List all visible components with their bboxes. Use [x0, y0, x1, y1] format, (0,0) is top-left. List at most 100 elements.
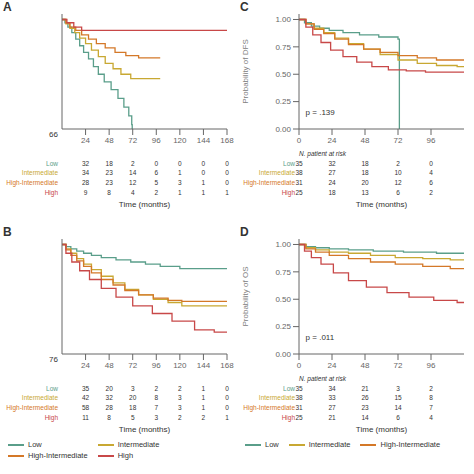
svg-text:0: 0: [225, 385, 229, 392]
svg-text:18: 18: [129, 404, 137, 411]
svg-text:7: 7: [429, 404, 433, 411]
svg-text:4: 4: [131, 189, 135, 196]
svg-text:6: 6: [154, 169, 158, 176]
svg-text:23: 23: [106, 169, 114, 176]
svg-text:35: 35: [82, 385, 90, 392]
svg-text:Low: Low: [46, 160, 58, 167]
svg-text:8: 8: [429, 394, 433, 401]
svg-text:1: 1: [178, 189, 182, 196]
svg-text:168: 168: [220, 361, 234, 370]
svg-text:20: 20: [129, 394, 137, 401]
svg-text:2: 2: [429, 385, 433, 392]
svg-text:24: 24: [81, 361, 90, 370]
svg-text:Intermediate: Intermediate: [259, 169, 296, 176]
svg-text:144: 144: [197, 361, 211, 370]
svg-text:Low: Low: [46, 385, 58, 392]
svg-text:0: 0: [154, 160, 158, 167]
svg-text:2: 2: [154, 385, 158, 392]
svg-text:24: 24: [328, 136, 337, 145]
svg-text:14: 14: [129, 169, 137, 176]
svg-text:0: 0: [225, 160, 229, 167]
svg-text:144: 144: [197, 136, 211, 145]
svg-text:27: 27: [328, 404, 336, 411]
svg-text:1: 1: [178, 169, 182, 176]
svg-text:N. patient at risk: N. patient at risk: [299, 150, 347, 158]
svg-text:Probability of OS: Probability of OS: [241, 266, 250, 326]
svg-text:18: 18: [106, 160, 114, 167]
svg-text:72: 72: [394, 136, 403, 145]
svg-text:3: 3: [154, 414, 158, 421]
svg-text:0: 0: [225, 169, 229, 176]
svg-text:12: 12: [394, 179, 402, 186]
svg-text:15: 15: [394, 394, 402, 401]
svg-text:21: 21: [361, 385, 369, 392]
svg-text:120: 120: [173, 361, 187, 370]
svg-text:24: 24: [328, 179, 336, 186]
svg-text:18: 18: [361, 169, 369, 176]
svg-text:2: 2: [178, 385, 182, 392]
svg-text:0.00: 0.00: [275, 350, 291, 359]
svg-text:0: 0: [202, 169, 206, 176]
svg-text:58: 58: [82, 404, 90, 411]
svg-text:7: 7: [154, 404, 158, 411]
svg-text:23: 23: [361, 404, 369, 411]
svg-text:33: 33: [328, 394, 336, 401]
svg-text:168: 168: [220, 136, 234, 145]
svg-text:0.75: 0.75: [275, 43, 291, 52]
svg-text:10: 10: [394, 169, 402, 176]
svg-text:Intermediate: Intermediate: [22, 169, 59, 176]
svg-text:26: 26: [361, 394, 369, 401]
svg-text:0.25: 0.25: [275, 97, 291, 106]
svg-text:0: 0: [225, 404, 229, 411]
svg-text:96: 96: [152, 136, 161, 145]
svg-text:38: 38: [295, 169, 303, 176]
svg-text:High: High: [282, 414, 296, 422]
svg-text:5: 5: [131, 414, 135, 421]
svg-text:32: 32: [328, 160, 336, 167]
svg-text:38: 38: [295, 394, 303, 401]
svg-text:2: 2: [429, 189, 433, 196]
svg-text:2: 2: [202, 414, 206, 421]
svg-text:4: 4: [429, 414, 433, 421]
svg-text:8: 8: [107, 189, 111, 196]
svg-text:6: 6: [429, 179, 433, 186]
svg-text:32: 32: [82, 160, 90, 167]
svg-text:48: 48: [105, 136, 114, 145]
svg-text:18: 18: [328, 189, 336, 196]
svg-text:12: 12: [129, 179, 137, 186]
svg-text:21: 21: [328, 414, 336, 421]
svg-text:3: 3: [396, 385, 400, 392]
svg-text:0: 0: [225, 179, 229, 186]
svg-text:0.00: 0.00: [275, 125, 291, 134]
svg-text:35: 35: [295, 160, 303, 167]
svg-text:23: 23: [106, 179, 114, 186]
svg-text:14: 14: [361, 414, 369, 421]
svg-text:0: 0: [429, 160, 433, 167]
svg-text:96: 96: [427, 361, 436, 370]
svg-text:28: 28: [106, 404, 114, 411]
svg-text:28: 28: [82, 179, 90, 186]
svg-text:72: 72: [394, 361, 403, 370]
svg-text:120: 120: [173, 136, 187, 145]
svg-text:1.00: 1.00: [275, 15, 291, 24]
svg-text:1.00: 1.00: [275, 240, 291, 249]
svg-text:Low: Low: [283, 160, 295, 167]
svg-text:1: 1: [202, 394, 206, 401]
svg-text:1: 1: [202, 385, 206, 392]
svg-text:0: 0: [297, 136, 302, 145]
svg-text:High-Intermediate: High-Intermediate: [8, 404, 58, 412]
svg-text:34: 34: [328, 385, 336, 392]
svg-text:18: 18: [361, 160, 369, 167]
svg-text:3: 3: [131, 385, 135, 392]
svg-text:Probability of DFS: Probability of DFS: [241, 39, 250, 103]
svg-text:13: 13: [361, 189, 369, 196]
svg-text:8: 8: [107, 414, 111, 421]
svg-text:8: 8: [154, 394, 158, 401]
svg-text:9: 9: [84, 189, 88, 196]
svg-text:4: 4: [429, 169, 433, 176]
svg-text:34: 34: [82, 169, 90, 176]
svg-text:25: 25: [295, 189, 303, 196]
svg-text:27: 27: [328, 169, 336, 176]
svg-text:20: 20: [106, 385, 114, 392]
svg-text:35: 35: [295, 385, 303, 392]
